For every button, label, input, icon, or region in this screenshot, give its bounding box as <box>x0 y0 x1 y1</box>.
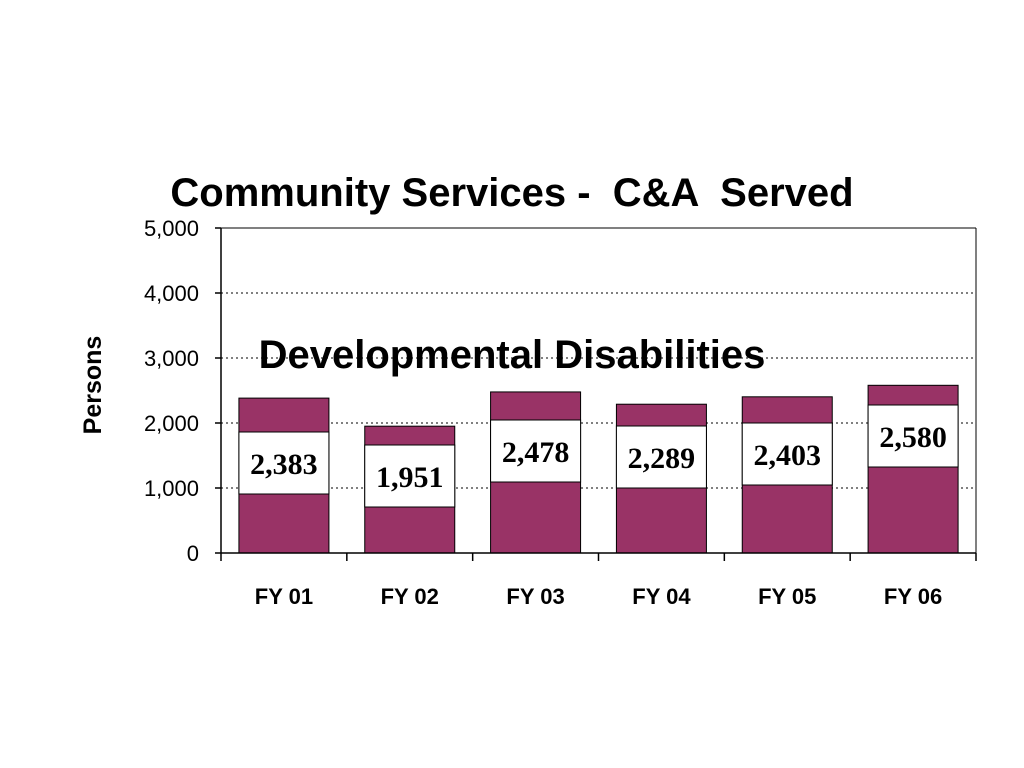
y-tick-label: 2,000 <box>144 411 199 436</box>
x-tick-label: FY 06 <box>884 584 942 609</box>
data-label-box <box>364 444 456 508</box>
y-tick-label: 5,000 <box>144 216 199 241</box>
y-axis-ticks: 0 1,000 2,000 3,000 4,000 5,000 <box>144 216 221 566</box>
bars <box>238 384 959 554</box>
chart-title-line-1: Community Services - C&A Served <box>170 171 854 215</box>
y-axis-label: Persons <box>79 336 107 435</box>
data-label-box <box>615 425 707 489</box>
chart-title: Community Services - C&A Served Developm… <box>0 58 1024 436</box>
gridlines <box>221 227 976 489</box>
data-label: 2,403 <box>754 439 822 472</box>
data-label-box <box>741 422 833 486</box>
y-tick-label: 3,000 <box>144 346 199 371</box>
axes <box>220 227 977 554</box>
y-tick-label: 0 <box>187 541 199 566</box>
x-tick-label: FY 02 <box>381 584 439 609</box>
data-label-box <box>867 404 959 468</box>
x-tick-label: FY 03 <box>506 584 564 609</box>
x-axis-ticks: FY 01 FY 02 FY 03 FY 04 FY 05 FY 06 <box>220 553 977 609</box>
data-label: 2,383 <box>250 448 318 481</box>
x-tick-label: FY 04 <box>632 584 691 609</box>
data-label: 2,478 <box>502 436 570 469</box>
data-label-box <box>238 431 330 495</box>
x-tick-label: FY 01 <box>255 584 313 609</box>
data-label-box <box>490 419 582 483</box>
chart-title-line-2: Developmental Disabilities <box>258 333 766 377</box>
x-tick-label: FY 05 <box>758 584 816 609</box>
y-tick-label: 1,000 <box>144 476 199 501</box>
data-labels: 2,383 1,951 2,478 2,289 2,403 2,580 <box>238 404 959 508</box>
y-tick-label: 4,000 <box>144 281 199 306</box>
data-label: 2,580 <box>879 421 947 454</box>
data-label: 1,951 <box>376 461 444 494</box>
data-label: 2,289 <box>628 442 696 475</box>
